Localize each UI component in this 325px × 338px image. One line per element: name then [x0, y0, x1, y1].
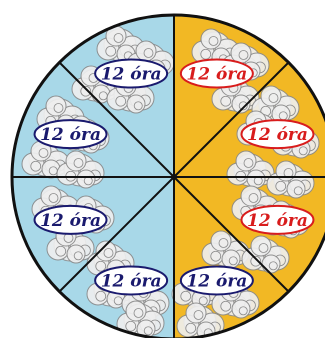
label-text: 12 óra	[247, 211, 308, 231]
sector-divider	[58, 61, 175, 178]
label-text: 12 óra	[186, 65, 247, 85]
sector-label: 12 óra	[179, 265, 254, 296]
label-oval	[179, 58, 254, 89]
sector-divider	[173, 176, 290, 293]
label-oval	[94, 58, 169, 89]
label-oval	[240, 119, 315, 150]
label-text: 12 óra	[247, 125, 308, 145]
cloud-blob	[21, 140, 70, 179]
sector-divider	[58, 176, 175, 293]
label-oval	[94, 265, 169, 296]
label-text: 12 óra	[40, 125, 101, 145]
sector-label: 12 óra	[94, 58, 169, 89]
sector-label: 12 óra	[240, 119, 315, 150]
cloud-blob	[201, 230, 250, 269]
label-text: 12 óra	[101, 65, 162, 85]
label-oval	[179, 265, 254, 296]
label-text: 12 óra	[186, 271, 247, 291]
cloud-blob	[266, 160, 315, 199]
sector-label: 12 óra	[240, 204, 315, 235]
sector-label: 12 óra	[33, 119, 108, 150]
sector-dividers	[11, 14, 325, 338]
sector-label: 12 óra	[179, 58, 254, 89]
sector-divider	[173, 61, 290, 178]
label-oval	[33, 204, 108, 235]
outer-rim	[10, 13, 325, 338]
label-text: 12 óra	[40, 211, 101, 231]
label-oval	[240, 204, 315, 235]
label-text: 12 óra	[101, 271, 162, 291]
sector-label: 12 óra	[94, 265, 169, 296]
sector-label: 12 óra	[33, 204, 108, 235]
sector-labels: 12 óra 12 óra 12 óra 12 óra 12 óra 12 óra 12 ó…	[33, 58, 315, 296]
label-oval	[33, 119, 108, 150]
center-hub	[171, 174, 177, 180]
